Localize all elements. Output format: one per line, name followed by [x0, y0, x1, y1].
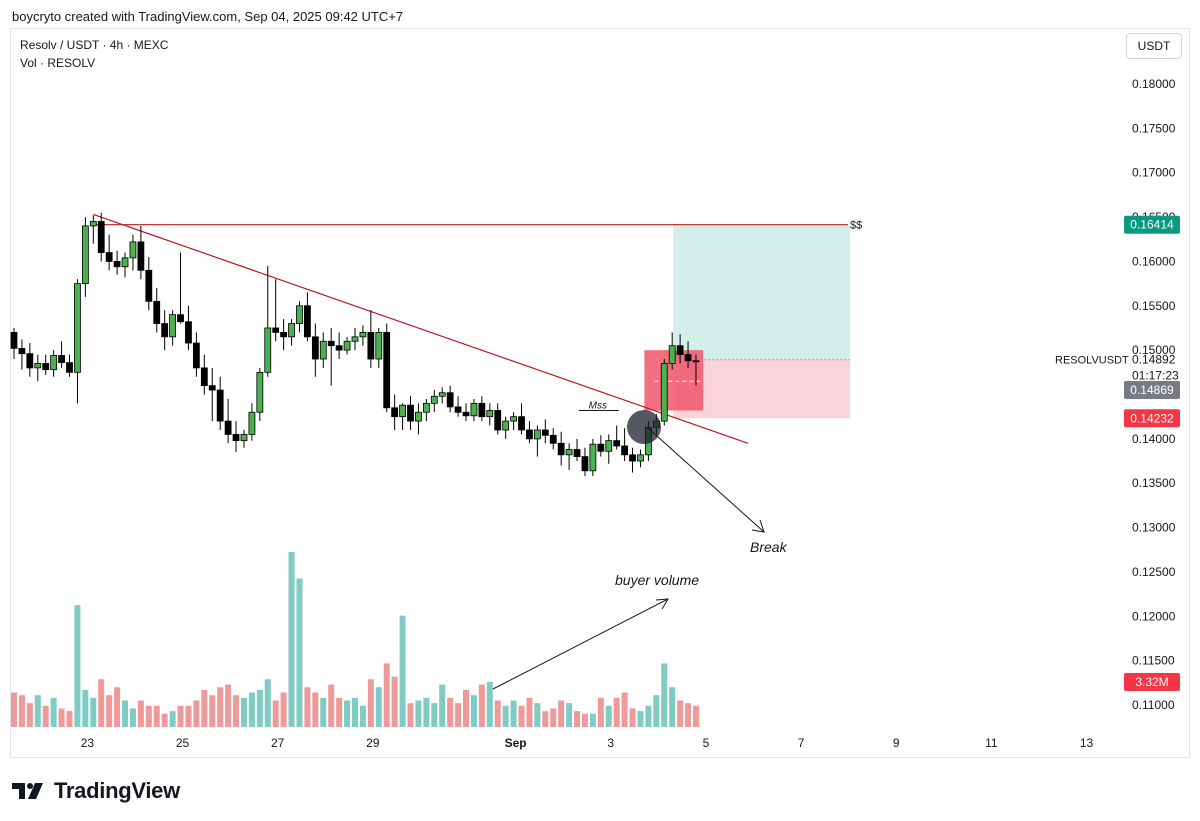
volume-legend[interactable]: Vol · RESOLV	[20, 56, 96, 70]
footer: TradingView	[12, 776, 180, 806]
tradingview-logo-icon	[12, 783, 43, 799]
attribution: boycryto created with TradingView.com, S…	[12, 9, 404, 24]
chart-frame[interactable]	[10, 28, 1190, 758]
symbol-legend[interactable]: Resolv / USDT · 4h · MEXC	[20, 38, 169, 52]
currency-unit-button[interactable]: USDT	[1126, 33, 1182, 59]
footer-brand: TradingView	[54, 778, 180, 803]
